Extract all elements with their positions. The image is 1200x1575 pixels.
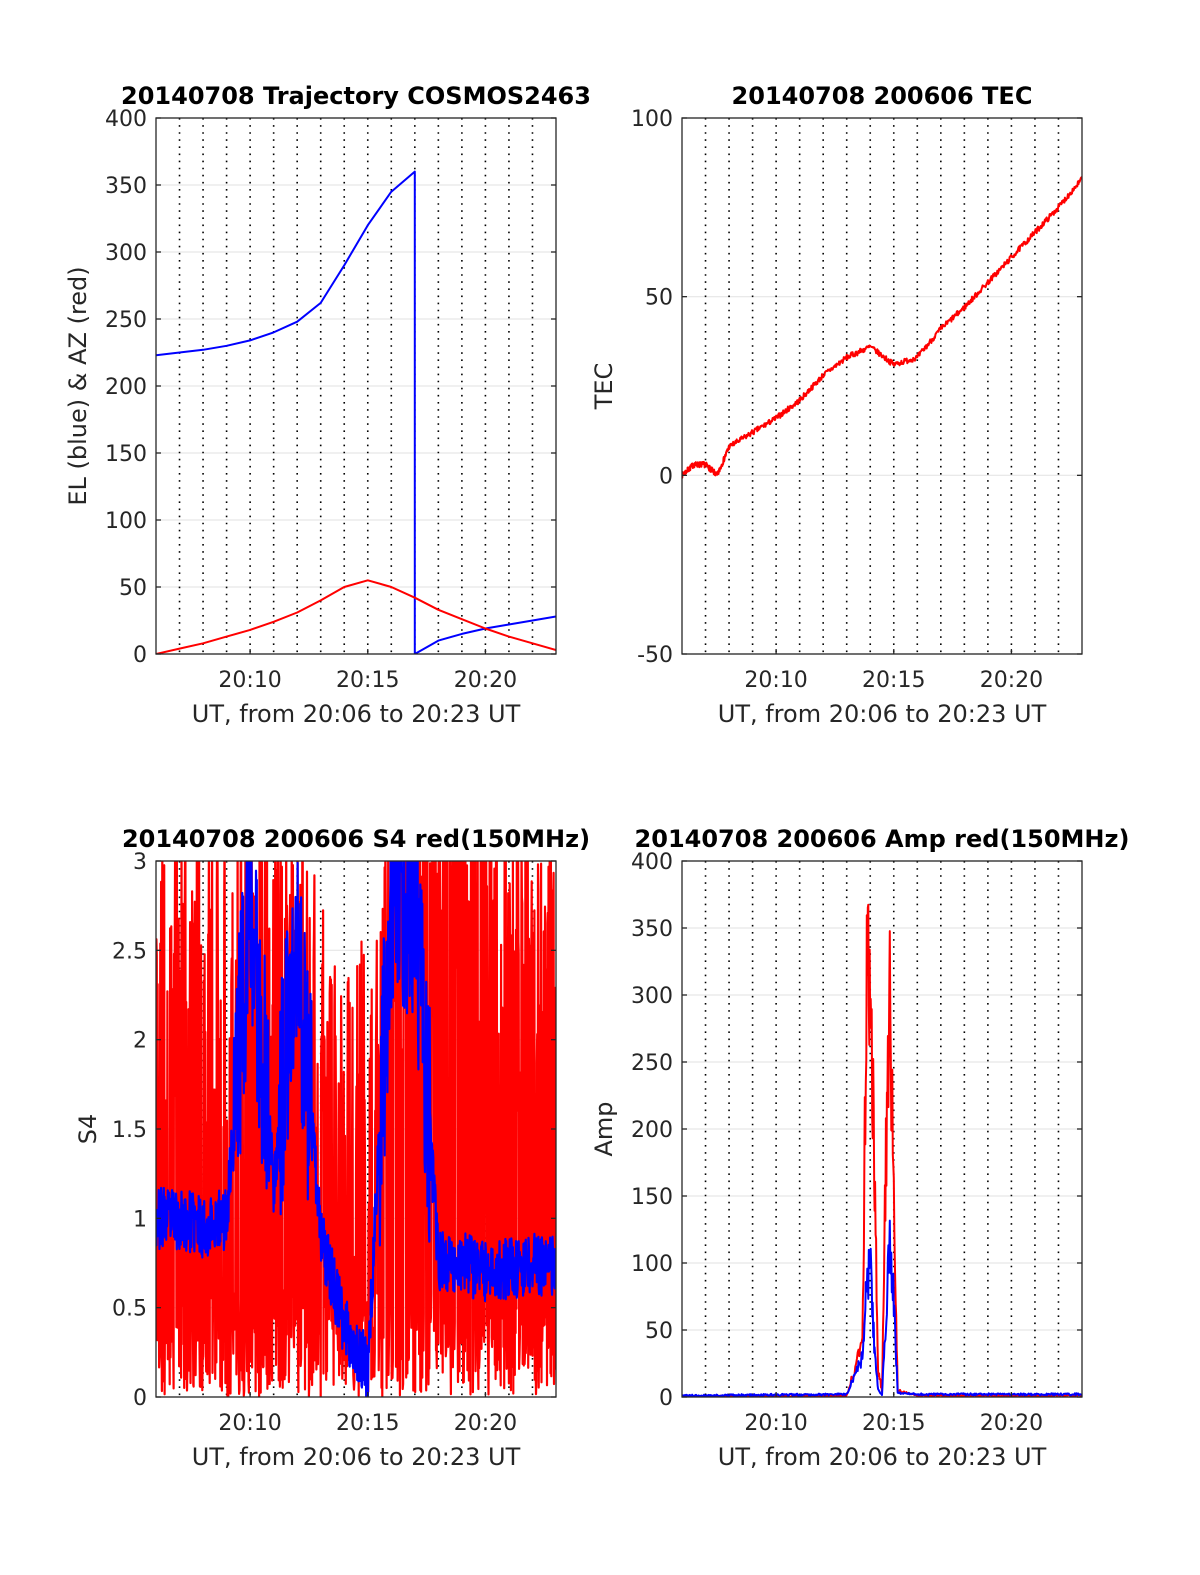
y-tick-label: 350 [631, 917, 673, 942]
y-tick-label: 150 [105, 442, 147, 467]
x-tick-label: 20:20 [980, 668, 1043, 693]
x-tick-label: 20:15 [862, 1411, 925, 1436]
y-tick-label: 0.5 [112, 1297, 147, 1322]
y-tick-label: 300 [631, 984, 673, 1009]
x-tick-label: 20:20 [454, 1411, 517, 1436]
chart-title: 20140708 200606 TEC [732, 82, 1033, 110]
y-tick-label: 2.5 [112, 939, 147, 964]
plot-area [156, 170, 556, 654]
y-tick-label: 300 [105, 241, 147, 266]
x-axis-label: UT, from 20:06 to 20:23 UT [718, 1443, 1047, 1471]
x-axis-label: UT, from 20:06 to 20:23 UT [192, 700, 521, 728]
y-tick-label: 50 [645, 1319, 673, 1344]
y-tick-label: 1.5 [112, 1118, 147, 1143]
y-tick-label: 50 [645, 286, 673, 311]
chart-panel-2: -50 0 50 100 20:10 20:15 20:20 20140708 200606 … [590, 82, 1083, 728]
y-axis-label: S4 [74, 1114, 102, 1145]
chart-title: 20140708 200606 Amp red(150MHz) [635, 825, 1130, 853]
y-tick-label: 0 [133, 643, 147, 668]
y-axis-label: TEC [590, 363, 618, 411]
series-line-2 [156, 579, 556, 654]
y-tick-label: 200 [105, 375, 147, 400]
y-tick-label: 2 [133, 1029, 147, 1054]
chart-panel-3: 0 0.5 1 1.5 2 2.5 3 20:10 20:15 20:20 20140708 200… [74, 825, 590, 1471]
y-tick-label: 1 [133, 1207, 147, 1232]
y-tick-label: -50 [637, 643, 673, 668]
chart-title: 20140708 Trajectory COSMOS2463 [121, 82, 591, 110]
series-line-1 [156, 170, 556, 654]
y-tick-label: 3 [133, 850, 147, 875]
y-tick-label: 150 [631, 1185, 673, 1210]
chart-title: 20140708 200606 S4 red(150MHz) [122, 825, 590, 853]
y-tick-label: 100 [631, 1252, 673, 1277]
x-axis-label: UT, from 20:06 to 20:23 UT [718, 700, 1047, 728]
y-axis-label: EL (blue) & AZ (red) [64, 266, 92, 505]
y-tick-label: 50 [119, 576, 147, 601]
y-tick-label: 0 [133, 1386, 147, 1411]
plot-area [682, 903, 1082, 1397]
y-tick-label: 0 [659, 1386, 673, 1411]
y-tick-label: 400 [105, 107, 147, 132]
x-tick-label: 20:20 [454, 668, 517, 693]
y-tick-label: 250 [105, 308, 147, 333]
y-tick-label: 400 [631, 850, 673, 875]
x-axis-label: UT, from 20:06 to 20:23 UT [192, 1443, 521, 1471]
x-tick-label: 20:10 [744, 1411, 807, 1436]
plot-area [682, 176, 1082, 479]
x-tick-label: 20:10 [218, 668, 281, 693]
y-tick-label: 250 [631, 1051, 673, 1076]
chart-panel-4: 0 50 100 150 200 250 300 350 400 20:10 20:15 20:20 2… [590, 825, 1129, 1471]
chart-panel-1: 0 50 100 150 200 250 300 350 400 20:10 20:15 20:20 2… [64, 82, 591, 728]
x-tick-label: 20:10 [744, 668, 807, 693]
y-tick-label: 100 [631, 107, 673, 132]
x-tick-label: 20:10 [218, 1411, 281, 1436]
x-tick-label: 20:15 [336, 668, 399, 693]
x-tick-label: 20:15 [336, 1411, 399, 1436]
series-line-1 [682, 176, 1082, 479]
x-tick-label: 20:15 [862, 668, 925, 693]
x-tick-label: 20:20 [980, 1411, 1043, 1436]
axes-box [681, 117, 1083, 655]
y-axis-label: Amp [590, 1101, 618, 1156]
y-tick-label: 350 [105, 174, 147, 199]
y-tick-label: 200 [631, 1118, 673, 1143]
y-tick-label: 100 [105, 509, 147, 534]
series-line-2 [156, 861, 556, 1397]
y-tick-label: 0 [659, 464, 673, 489]
plot-area [156, 861, 556, 1397]
series-line-1 [682, 903, 1082, 1397]
